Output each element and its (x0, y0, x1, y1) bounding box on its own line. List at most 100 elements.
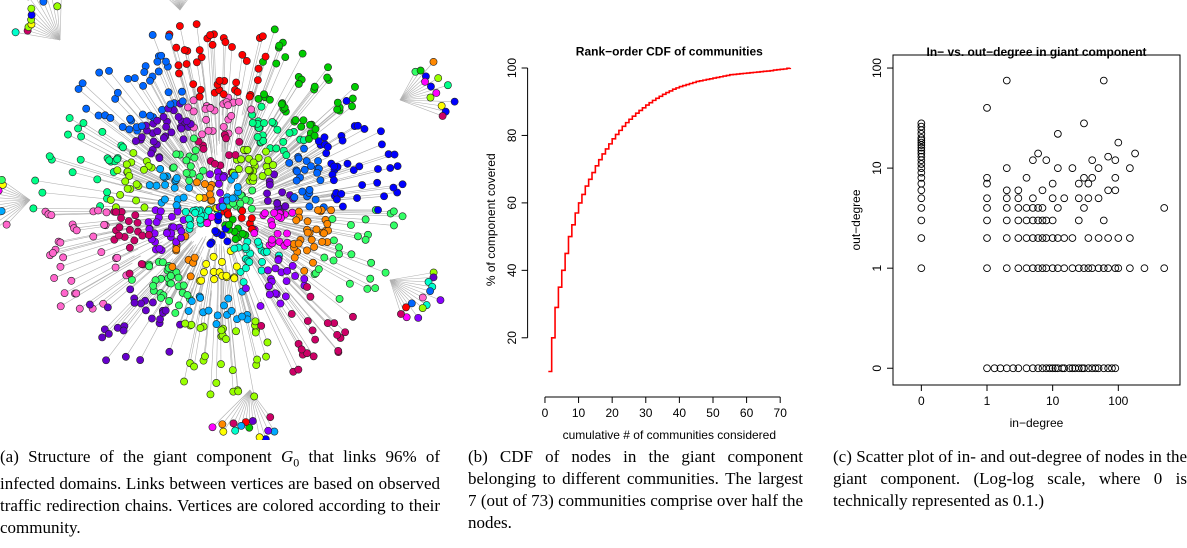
vertex (233, 88, 242, 96)
vertex (274, 256, 283, 264)
vertex (398, 212, 407, 221)
edge (43, 1, 61, 41)
vertex (206, 170, 214, 179)
edge (64, 255, 135, 294)
edge (246, 242, 269, 271)
vertex (244, 166, 253, 174)
vertex (103, 188, 111, 197)
vertex (272, 59, 281, 68)
vertex (179, 135, 188, 144)
vertex (265, 290, 274, 299)
vertex (241, 243, 250, 252)
point (917, 204, 926, 212)
vertex (263, 338, 272, 347)
point (1002, 186, 1011, 195)
vertex (102, 208, 111, 217)
point (983, 104, 991, 112)
edge (229, 309, 239, 392)
vertex (98, 333, 107, 342)
vertex (149, 137, 158, 146)
edge (281, 163, 332, 185)
edge (89, 261, 149, 305)
edge (272, 281, 316, 340)
vertex (262, 147, 270, 156)
edge (0, 194, 31, 201)
vertex (266, 413, 275, 422)
vertex (162, 122, 171, 131)
edge (138, 185, 176, 198)
vertex (272, 144, 281, 153)
edge (136, 200, 174, 206)
point (983, 264, 991, 273)
x-tick-label: 40 (673, 406, 687, 420)
point (1084, 264, 1093, 273)
vertex (345, 279, 354, 288)
edge (255, 111, 287, 157)
edge (399, 84, 448, 101)
edge (302, 247, 371, 279)
point (1034, 364, 1042, 373)
edge (52, 0, 61, 41)
vertex (222, 335, 230, 343)
vertex (0, 176, 6, 184)
edge (233, 389, 251, 424)
vertex (227, 111, 236, 120)
vertex (184, 103, 192, 112)
vertex (171, 309, 180, 317)
vertex (264, 266, 272, 275)
point (1002, 204, 1011, 212)
vertex (190, 362, 198, 371)
point (1108, 364, 1116, 373)
vertex (206, 240, 215, 248)
vertex (79, 119, 88, 127)
vertex (323, 220, 332, 228)
edge (310, 195, 385, 203)
vertex (258, 258, 266, 266)
edge (399, 61, 434, 101)
vertex (303, 349, 311, 358)
vertex (177, 227, 186, 236)
vertex (158, 258, 167, 267)
vertex (165, 347, 174, 356)
vertex (172, 201, 181, 210)
point (1140, 264, 1149, 273)
point (1111, 364, 1120, 373)
x-tick-label: 10 (572, 406, 586, 420)
edge (296, 166, 360, 187)
vertex (162, 57, 170, 66)
vertex (139, 81, 148, 90)
edge (51, 159, 128, 183)
vertex (31, 176, 40, 185)
edge (249, 29, 276, 111)
point (1099, 364, 1108, 373)
vertex (247, 105, 256, 114)
vertex (224, 294, 233, 303)
vertex (170, 183, 179, 192)
edge (243, 36, 264, 115)
point (1002, 164, 1011, 172)
edge (204, 290, 213, 357)
point (1014, 364, 1023, 373)
edge (399, 86, 432, 101)
vertex (389, 183, 398, 192)
vertex (347, 250, 356, 259)
vertex (186, 221, 195, 230)
vertex (202, 260, 211, 268)
vertex (167, 279, 175, 288)
vertex (160, 195, 169, 204)
edge (226, 309, 234, 392)
vertex (311, 195, 320, 204)
vertex (189, 107, 198, 116)
vertex (200, 268, 208, 277)
vertex (153, 127, 162, 136)
vertex (300, 144, 308, 153)
vertex (148, 31, 157, 39)
vertex (130, 236, 139, 245)
vertex (333, 330, 342, 339)
vertex (145, 231, 153, 239)
edge (74, 255, 141, 294)
vertex (248, 186, 257, 195)
point (1126, 234, 1134, 242)
edge (178, 0, 181, 11)
vertex (97, 248, 106, 257)
